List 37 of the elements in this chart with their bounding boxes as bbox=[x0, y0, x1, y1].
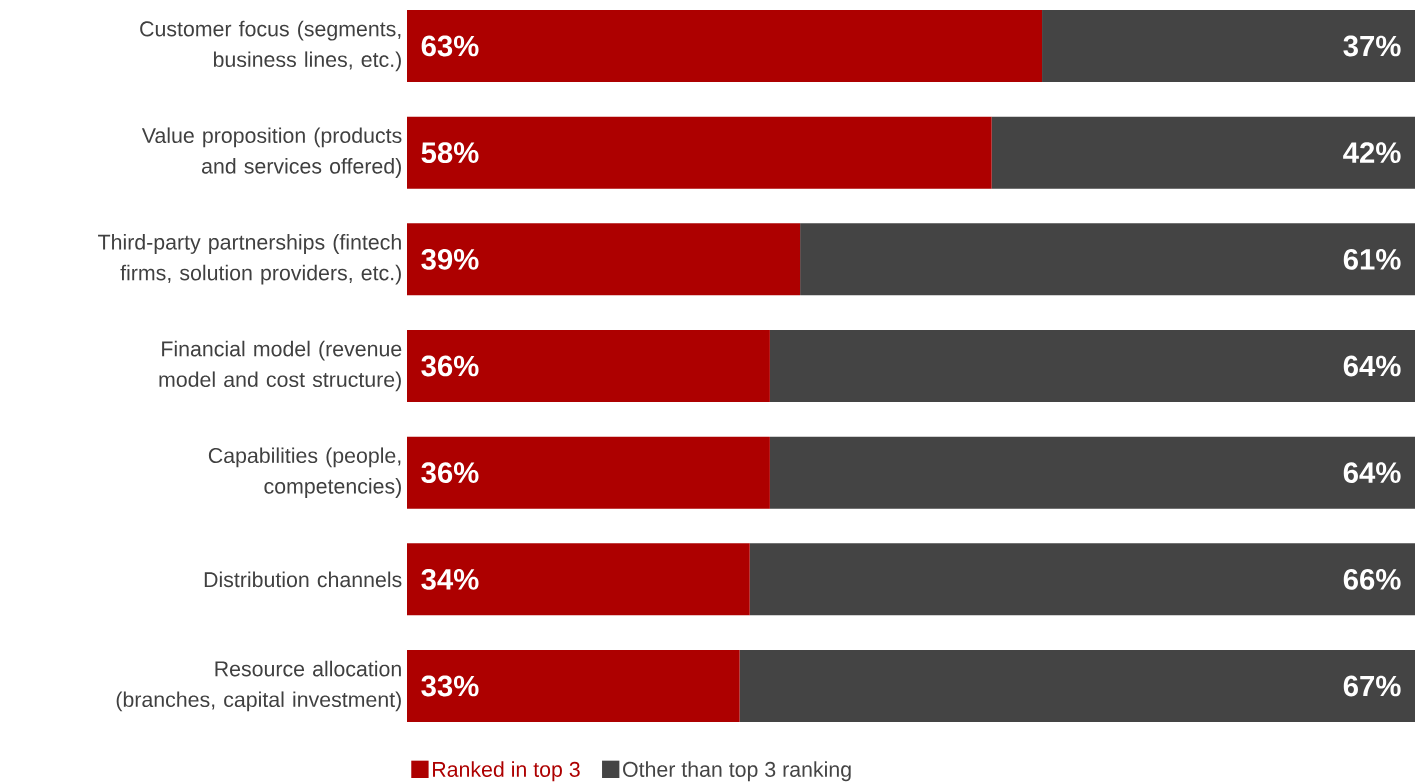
y-tick-label: Resource allocation (branches, capital investment) bbox=[116, 660, 401, 712]
y-tick-label: Financial model (revenue model and cost structure) bbox=[159, 340, 402, 392]
data-label: 67% bbox=[1343, 675, 1401, 697]
data-label: 64% bbox=[1343, 462, 1401, 484]
bar bbox=[407, 116, 992, 189]
bar bbox=[407, 223, 801, 296]
bar bbox=[407, 436, 770, 509]
y-tick-label: Capabilities (people, competencies) bbox=[208, 447, 401, 498]
data-label: 61% bbox=[1343, 248, 1401, 270]
legend-label: Ranked in top 3 bbox=[433, 761, 580, 782]
y-tick-label: Customer focus (segments, business lines, etc.) bbox=[140, 20, 401, 72]
legend-label: Other than top 3 ranking bbox=[623, 761, 851, 782]
bar bbox=[769, 436, 1415, 509]
data-label: 34% bbox=[421, 568, 479, 590]
bar bbox=[769, 330, 1415, 402]
data-label: 66% bbox=[1343, 568, 1401, 590]
data-label: 63% bbox=[421, 35, 479, 57]
bar bbox=[407, 543, 750, 616]
bar bbox=[1042, 10, 1415, 82]
bar bbox=[991, 116, 1415, 189]
data-label: 58% bbox=[421, 142, 479, 164]
data-label: 37% bbox=[1343, 35, 1401, 57]
data-label: 33% bbox=[421, 675, 479, 697]
bar bbox=[739, 650, 1415, 723]
bar bbox=[407, 10, 1043, 82]
bar bbox=[800, 223, 1415, 296]
bar bbox=[407, 330, 770, 402]
y-tick-label: Value proposition (products and services offered) bbox=[141, 127, 402, 178]
y-tick-label: Third-party partnerships (fintech firms, solution providers, etc.) bbox=[98, 234, 401, 285]
data-label: 39% bbox=[421, 248, 479, 270]
y-tick-label: Distribution channels bbox=[204, 571, 402, 588]
data-label: 64% bbox=[1343, 355, 1401, 377]
data-label: 36% bbox=[421, 462, 479, 484]
data-label: 42% bbox=[1343, 142, 1401, 164]
bar bbox=[749, 543, 1415, 616]
bar bbox=[407, 650, 740, 723]
data-label: 36% bbox=[421, 355, 479, 377]
